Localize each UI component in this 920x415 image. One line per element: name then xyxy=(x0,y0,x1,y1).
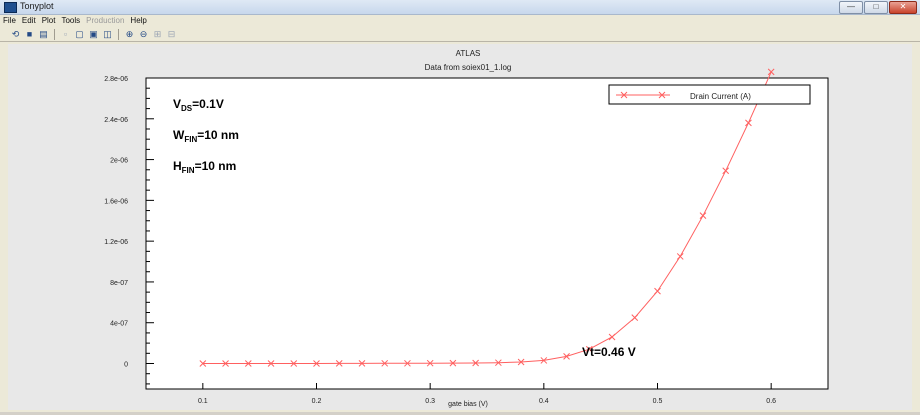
data-point-marker xyxy=(540,357,548,364)
x-tick-label: 0.1 xyxy=(198,398,208,405)
drain-current-chart: ATLAS Data from soiex01_1.log 0 4e-07 8e-0… xyxy=(104,49,829,408)
data-point-marker xyxy=(676,253,684,260)
copy-icon[interactable]: ▢ xyxy=(75,28,84,39)
legend-label: Drain Current (A) xyxy=(690,92,751,101)
data-point-marker xyxy=(335,360,343,367)
toolbar-separator xyxy=(54,28,55,40)
x-tick-label: 0.2 xyxy=(312,398,322,405)
y-tick-label: 2.8e-06 xyxy=(104,76,128,83)
data-point-marker xyxy=(472,359,479,367)
data-point-marker xyxy=(495,359,502,367)
data-point-marker xyxy=(404,359,411,367)
x-tick-label: 0.3 xyxy=(425,398,435,405)
menu-plot[interactable]: Plot xyxy=(41,16,56,25)
table-icon[interactable]: ⊟ xyxy=(167,28,176,39)
menu-tools[interactable]: Tools xyxy=(61,16,81,25)
data-point-marker xyxy=(517,358,525,366)
window-controls: — □ ✕ xyxy=(839,1,917,14)
menu-help[interactable]: Help xyxy=(130,16,147,25)
toolbar-separator xyxy=(118,28,119,40)
data-point-marker xyxy=(631,314,639,321)
legend-box xyxy=(608,84,811,105)
x-axis: 0.1 0.2 0.3 0.4 0.5 0.6 xyxy=(198,383,776,405)
data-point-marker xyxy=(244,360,252,367)
menu-edit[interactable]: Edit xyxy=(21,16,36,25)
hfin-annotation: HFIN=10 nm xyxy=(173,159,236,175)
data-point-marker xyxy=(654,287,661,295)
paste-icon[interactable]: ▣ xyxy=(89,28,98,39)
plot-area[interactable]: ATLAS Data from soiex01_1.log 0 4e-07 8e-0… xyxy=(8,44,912,410)
data-point-marker xyxy=(449,359,457,367)
data-point-marker xyxy=(381,359,389,367)
data-markers xyxy=(199,68,775,367)
x-tick-label: 0.5 xyxy=(653,398,663,405)
print-icon[interactable]: ▤ xyxy=(39,28,48,39)
wfin-annotation: WFIN=10 nm xyxy=(173,128,239,144)
toolbar: ⟲ ■ ▤ ▫ ▢ ▣ ◫ ⊕ ⊖ ⊞ ⊟ xyxy=(0,27,920,42)
data-point-marker xyxy=(199,360,207,367)
x-axis-label: gate bias (V) xyxy=(448,401,488,408)
y-tick-label: 4e-07 xyxy=(110,321,128,328)
y-tick-label: 1.2e-06 xyxy=(104,239,128,246)
new-plot-icon[interactable]: ▫ xyxy=(63,28,68,39)
y-tick-label: 8e-07 xyxy=(110,280,128,287)
data-point-marker xyxy=(767,68,775,76)
data-point-marker xyxy=(563,353,570,360)
data-point-marker xyxy=(722,167,730,175)
plot-frame xyxy=(145,77,829,390)
tonyplot-app-icon xyxy=(4,2,17,13)
y-axis: 0 4e-07 8e-07 1.2e-06 1.6e-06 2e-06 2.4e-06 2.8… xyxy=(104,76,154,385)
menu-production: Production xyxy=(86,16,125,25)
data-point-marker xyxy=(426,359,434,367)
y-tick-label: 2e-06 xyxy=(110,158,128,165)
open-icon[interactable]: ⟲ xyxy=(11,28,20,39)
layout-icon[interactable]: ◫ xyxy=(103,28,112,39)
data-point-marker xyxy=(699,212,707,220)
close-button[interactable]: ✕ xyxy=(889,1,917,14)
title-bar[interactable]: Tonyplot — □ ✕ xyxy=(0,0,920,15)
y-tick-label: 0 xyxy=(124,362,128,369)
grid-icon[interactable]: ⊞ xyxy=(153,28,162,39)
chart-title: ATLAS xyxy=(456,49,481,58)
x-tick-label: 0.4 xyxy=(539,398,549,405)
vds-annotation: VDS=0.1V xyxy=(173,97,224,113)
menu-bar: File Edit Plot Tools Production Help xyxy=(0,15,920,26)
legend: Drain Current (A) xyxy=(608,84,811,105)
data-point-marker xyxy=(585,345,593,353)
data-point-marker xyxy=(222,360,229,367)
data-point-marker xyxy=(313,360,320,367)
y-tick-label: 2.4e-06 xyxy=(104,117,128,124)
drain-current-line xyxy=(202,71,772,364)
chart-subtitle: Data from soiex01_1.log xyxy=(425,63,512,72)
data-point-marker xyxy=(358,360,366,367)
window-title: Tonyplot xyxy=(20,1,54,11)
menu-file[interactable]: File xyxy=(3,16,16,25)
maximize-button[interactable]: □ xyxy=(864,1,888,14)
save-icon[interactable]: ■ xyxy=(26,28,33,39)
minimize-button[interactable]: — xyxy=(839,1,863,14)
data-point-marker xyxy=(290,360,298,367)
zoom-in-icon[interactable]: ⊕ xyxy=(125,28,134,39)
vt-annotation: Vt=0.46 V xyxy=(582,345,636,359)
zoom-out-icon[interactable]: ⊖ xyxy=(139,28,148,39)
data-point-marker xyxy=(608,333,616,341)
data-point-marker xyxy=(267,360,275,367)
legend-marker-icon xyxy=(620,91,666,99)
data-point-marker xyxy=(745,119,752,127)
y-tick-label: 1.6e-06 xyxy=(104,198,128,205)
x-tick-label: 0.6 xyxy=(766,398,776,405)
